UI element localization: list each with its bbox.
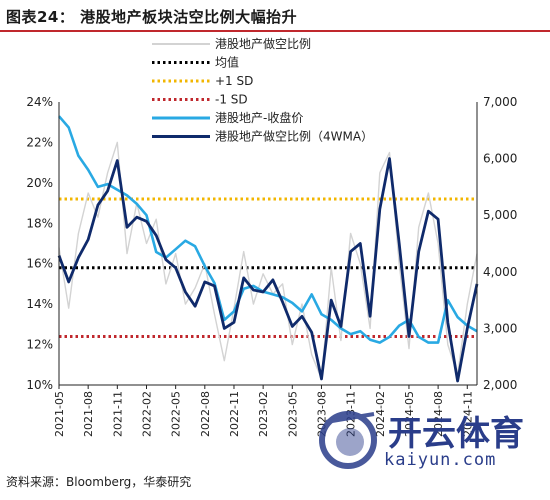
y-left-tick-label: 16% [26, 257, 53, 271]
x-tick-label: 2022-02 [140, 391, 153, 437]
y-right-tick-label: 5,000 [483, 208, 517, 222]
y-right-tick-label: 2,000 [483, 378, 517, 392]
y-left-tick-label: 22% [26, 135, 53, 149]
watermark-name: 开云体育 [388, 414, 524, 454]
x-tick-label: 2021-08 [82, 391, 95, 437]
y-left-tick-label: 14% [26, 297, 53, 311]
watermark-url: kaiyun.com [384, 450, 497, 470]
chart-title: 图表24： 港股地产板块沽空比例大幅抬升 [6, 8, 298, 26]
x-tick-label: 2023-05 [286, 391, 299, 437]
y-right-tick-label: 6,000 [483, 152, 517, 166]
x-tick-label: 2022-05 [170, 391, 183, 437]
source-note: 资料来源：Bloomberg，华泰研究 [6, 475, 192, 489]
y-left-tick-label: 10% [26, 378, 53, 392]
x-tick-label: 2024-05 [403, 391, 416, 437]
x-tick-label: 2024-11 [461, 391, 474, 437]
legend-label: -1 SD [215, 93, 248, 107]
short-ratio-4wma-series [57, 157, 479, 383]
chart: 10% 12% 14% 16% 18% 20% 22% 24% 2,000 3,000 4,000 5… [26, 36, 517, 437]
plot-lines [57, 115, 479, 383]
x-tick-label: 2021-05 [53, 391, 66, 437]
legend-label: 港股地产做空比例（4WMA） [215, 129, 373, 144]
x-tick-label: 2021-11 [111, 391, 124, 437]
x-tick-label: 2022-08 [199, 391, 212, 437]
y-right-tick-label: 3,000 [483, 321, 517, 335]
x-tick-label: 2024-08 [432, 391, 445, 437]
y-left-tick-label: 20% [26, 176, 53, 190]
y-right-tick-label: 7,000 [483, 95, 517, 109]
title-rule [0, 30, 550, 32]
legend-label: 港股地产做空比例 [215, 36, 311, 51]
legend-label: 港股地产-收盘价 [215, 110, 303, 125]
y-left-tick-label: 18% [26, 216, 53, 230]
legend-label: 均值 [215, 55, 239, 70]
x-tick-label: 2024-02 [374, 391, 387, 437]
x-tick-label: 2022-11 [228, 391, 241, 437]
axes: 10% 12% 14% 16% 18% 20% 22% 24% 2,000 3,000 4,000 5… [26, 95, 517, 437]
index-price-series [58, 115, 478, 344]
watermark-logo-icon [319, 411, 377, 469]
y-left-tick-label: 24% [26, 95, 53, 109]
legend-label: +1 SD [215, 74, 253, 88]
y-left-tick-label: 12% [26, 338, 53, 352]
short-ratio-series [58, 141, 478, 380]
x-tick-label: 2023-02 [257, 391, 270, 437]
y-right-tick-label: 4,000 [483, 265, 517, 279]
